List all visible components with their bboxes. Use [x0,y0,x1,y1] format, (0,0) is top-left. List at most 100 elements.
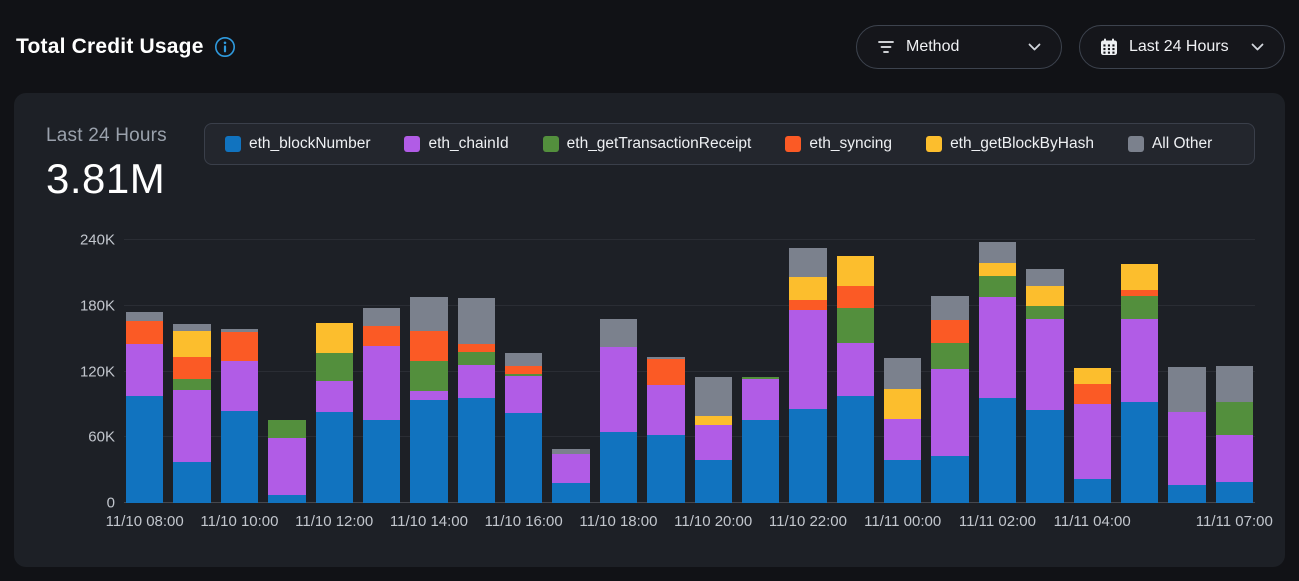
bar-segment[interactable] [1026,268,1064,287]
bar-segment[interactable] [836,307,874,344]
bar-segment[interactable] [931,320,969,344]
bar-segment[interactable] [789,310,827,409]
bar-segment[interactable] [789,300,827,311]
bar-segment[interactable] [1215,366,1253,403]
bar-column[interactable] [599,240,638,503]
bar-segment[interactable] [126,395,164,503]
bar-segment[interactable] [1120,264,1159,291]
bar-segment[interactable] [362,325,401,347]
bar-column[interactable] [1215,240,1253,503]
bar-segment[interactable] [173,324,211,331]
bar-segment[interactable] [173,357,211,380]
bar-segment[interactable] [1215,435,1253,483]
bar-column[interactable] [694,240,732,503]
bar-segment[interactable] [1073,368,1111,384]
bar-segment[interactable] [220,328,259,333]
legend-item[interactable]: eth_chainId [404,135,509,153]
bar-segment[interactable] [268,438,306,496]
bar-column[interactable] [126,240,164,503]
bar-column[interactable] [552,240,590,503]
bar-column[interactable] [836,240,874,503]
bar-segment[interactable] [931,369,969,456]
bar-segment[interactable] [1120,290,1159,296]
bar-segment[interactable] [1073,478,1111,503]
bar-segment[interactable] [978,297,1017,398]
bar-column[interactable] [410,240,448,503]
bar-segment[interactable] [505,375,543,414]
bar-segment[interactable] [552,483,590,503]
legend-item[interactable]: eth_syncing [785,135,892,153]
bar-segment[interactable] [268,419,306,439]
bar-segment[interactable] [599,318,638,348]
info-icon[interactable] [214,36,236,58]
bar-column[interactable] [931,240,969,503]
bar-segment[interactable] [1026,409,1064,503]
bar-segment[interactable] [410,360,448,392]
bar-segment[interactable] [315,381,353,413]
time-range-dropdown[interactable]: Last 24 Hours [1079,24,1285,69]
legend-item[interactable]: All Other [1127,135,1212,153]
bar-segment[interactable] [315,352,353,382]
legend-item[interactable]: eth_getTransactionReceipt [542,135,751,153]
bar-segment[interactable] [1120,318,1159,403]
bar-column[interactable] [268,240,306,503]
method-filter-dropdown[interactable]: Method [856,24,1062,69]
bar-segment[interactable] [410,400,448,503]
bar-segment[interactable] [647,359,685,385]
bar-column[interactable] [457,240,495,503]
bar-segment[interactable] [931,343,969,370]
bar-segment[interactable] [362,419,401,503]
bar-segment[interactable] [694,416,732,426]
bar-segment[interactable] [978,276,1017,297]
bar-segment[interactable] [1168,412,1206,486]
bar-segment[interactable] [173,390,211,463]
bar-segment[interactable] [220,360,259,411]
bar-segment[interactable] [1215,482,1253,503]
bar-column[interactable] [978,240,1017,503]
bar-segment[interactable] [694,425,732,461]
bar-column[interactable] [741,240,780,503]
bar-segment[interactable] [457,351,495,365]
bar-segment[interactable] [836,395,874,503]
bar-segment[interactable] [1168,485,1206,503]
bar-segment[interactable] [505,366,543,374]
bar-column[interactable] [220,240,259,503]
bar-segment[interactable] [457,344,495,352]
bar-segment[interactable] [126,312,164,322]
bar-segment[interactable] [884,460,922,503]
bar-segment[interactable] [694,460,732,503]
bar-segment[interactable] [741,379,780,420]
bar-segment[interactable] [978,242,1017,264]
bar-column[interactable] [1073,240,1111,503]
bar-segment[interactable] [978,397,1017,503]
bar-segment[interactable] [1168,367,1206,413]
bar-segment[interactable] [505,352,543,367]
bar-column[interactable] [1168,240,1206,503]
bar-segment[interactable] [410,297,448,331]
bar-segment[interactable] [1120,402,1159,503]
bar-column[interactable] [1026,240,1064,503]
bar-column[interactable] [789,240,827,503]
bar-segment[interactable] [220,410,259,503]
bar-segment[interactable] [789,277,827,301]
bar-segment[interactable] [931,295,969,321]
bar-segment[interactable] [268,495,306,503]
bar-segment[interactable] [647,435,685,503]
bar-segment[interactable] [884,358,922,390]
bar-column[interactable] [884,240,922,503]
bar-segment[interactable] [315,323,353,353]
bar-segment[interactable] [362,307,401,326]
bar-column[interactable] [315,240,353,503]
bar-segment[interactable] [457,298,495,345]
bar-segment[interactable] [884,418,922,461]
bar-column[interactable] [362,240,401,503]
bar-segment[interactable] [126,321,164,345]
bar-segment[interactable] [884,389,922,419]
bar-segment[interactable] [173,331,211,358]
bar-segment[interactable] [694,377,732,417]
bar-segment[interactable] [931,455,969,503]
bar-column[interactable] [505,240,543,503]
bar-segment[interactable] [1073,383,1111,405]
legend-item[interactable]: eth_blockNumber [225,135,370,153]
bar-segment[interactable] [836,256,874,287]
